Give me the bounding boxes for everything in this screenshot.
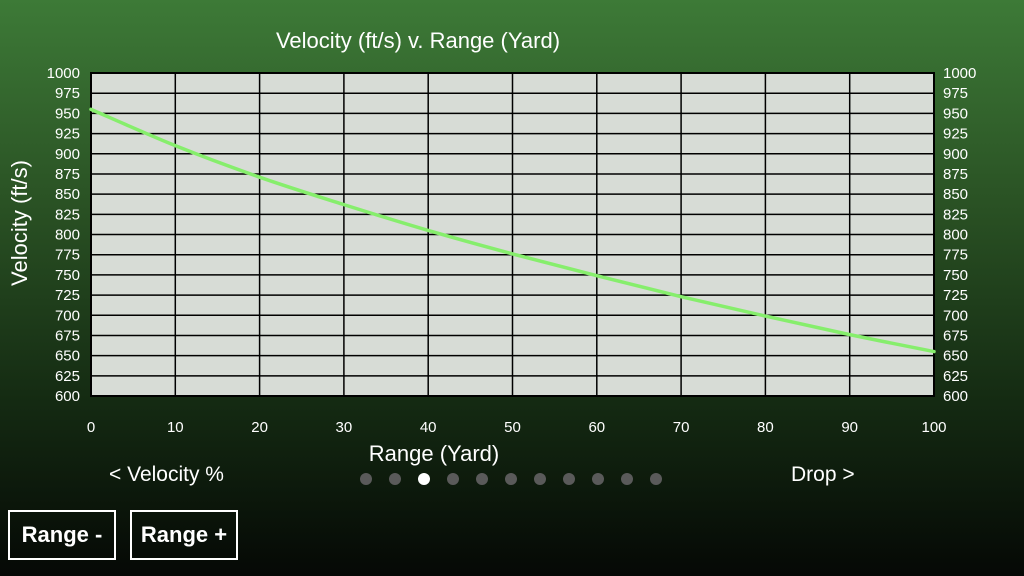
x-tick-label: 40 bbox=[420, 419, 437, 436]
y-tick-label-left: 925 bbox=[55, 126, 80, 143]
y-tick-label-left: 600 bbox=[55, 388, 80, 405]
page-indicator[interactable] bbox=[360, 473, 662, 485]
page-dot[interactable] bbox=[621, 473, 633, 485]
y-tick-label-left: 900 bbox=[55, 146, 80, 163]
x-tick-label: 80 bbox=[757, 419, 774, 436]
grid-lines bbox=[90, 72, 935, 397]
plot-border bbox=[90, 72, 935, 397]
page-dot[interactable] bbox=[476, 473, 488, 485]
x-axis-label: Range (Yard) bbox=[369, 441, 499, 466]
y-tick-label-left: 625 bbox=[55, 368, 80, 385]
next-page-drop[interactable]: Drop > bbox=[791, 463, 855, 486]
y-tick-label-right: 800 bbox=[943, 227, 968, 244]
x-tick-label: 0 bbox=[87, 419, 95, 436]
page-dot[interactable] bbox=[534, 473, 546, 485]
y-tick-label-right: 775 bbox=[943, 247, 968, 264]
y-tick-label-left: 775 bbox=[55, 247, 80, 264]
y-tick-label-right: 925 bbox=[943, 126, 968, 143]
y-tick-label-right: 650 bbox=[943, 348, 968, 365]
y-tick-label-left: 675 bbox=[55, 327, 80, 344]
y-tick-label-right: 625 bbox=[943, 368, 968, 385]
y-tick-label-right: 725 bbox=[943, 287, 968, 304]
page-dot[interactable] bbox=[389, 473, 401, 485]
page-dot[interactable] bbox=[650, 473, 662, 485]
page-dot[interactable] bbox=[418, 473, 430, 485]
x-tick-label: 20 bbox=[251, 419, 268, 436]
range-plus-button[interactable]: Range + bbox=[130, 510, 238, 560]
y-tick-label-right: 825 bbox=[943, 206, 968, 223]
x-tick-label: 90 bbox=[841, 419, 858, 436]
y-tick-label-right: 850 bbox=[943, 186, 968, 203]
x-tick-label: 30 bbox=[336, 419, 353, 436]
y-tick-label-right: 875 bbox=[943, 166, 968, 183]
y-tick-label-left: 875 bbox=[55, 166, 80, 183]
y-tick-label-right: 1000 bbox=[943, 65, 976, 82]
x-tick-label: 70 bbox=[673, 419, 690, 436]
y-tick-label-left: 750 bbox=[55, 267, 80, 284]
y-tick-label-left: 1000 bbox=[47, 65, 80, 82]
x-tick-label: 100 bbox=[921, 419, 946, 436]
prev-page-velocity-percent[interactable]: < Velocity % bbox=[109, 463, 224, 486]
x-tick-label: 10 bbox=[167, 419, 184, 436]
y-tick-label-left: 650 bbox=[55, 348, 80, 365]
velocity-series-line bbox=[89, 107, 936, 354]
y-tick-label-left: 800 bbox=[55, 227, 80, 244]
y-tick-label-right: 900 bbox=[943, 146, 968, 163]
x-tick-label: 50 bbox=[504, 419, 521, 436]
y-tick-label-right: 600 bbox=[943, 388, 968, 405]
y-tick-label-left: 850 bbox=[55, 186, 80, 203]
page-dot[interactable] bbox=[592, 473, 604, 485]
x-tick-label: 60 bbox=[588, 419, 605, 436]
page-dot[interactable] bbox=[505, 473, 517, 485]
y-tick-label-right: 675 bbox=[943, 327, 968, 344]
y-tick-label-right: 950 bbox=[943, 105, 968, 122]
y-tick-label-right: 975 bbox=[943, 85, 968, 102]
y-axis-label: Velocity (ft/s) bbox=[7, 160, 32, 286]
range-minus-button[interactable]: Range - bbox=[8, 510, 116, 560]
y-tick-label-left: 725 bbox=[55, 287, 80, 304]
y-tick-label-left: 950 bbox=[55, 105, 80, 122]
tick-labels: 0 10 20 30 40 50 60 70 80 90 100 600 600 625 625 650 650… bbox=[47, 65, 977, 436]
page-dot[interactable] bbox=[447, 473, 459, 485]
chart-title: Velocity (ft/s) v. Range (Yard) bbox=[276, 28, 560, 53]
page-dot[interactable] bbox=[563, 473, 575, 485]
page-dot[interactable] bbox=[360, 473, 372, 485]
y-tick-label-right: 700 bbox=[943, 307, 968, 324]
y-tick-label-left: 700 bbox=[55, 307, 80, 324]
y-tick-label-left: 975 bbox=[55, 85, 80, 102]
y-tick-label-left: 825 bbox=[55, 206, 80, 223]
y-tick-label-right: 750 bbox=[943, 267, 968, 284]
